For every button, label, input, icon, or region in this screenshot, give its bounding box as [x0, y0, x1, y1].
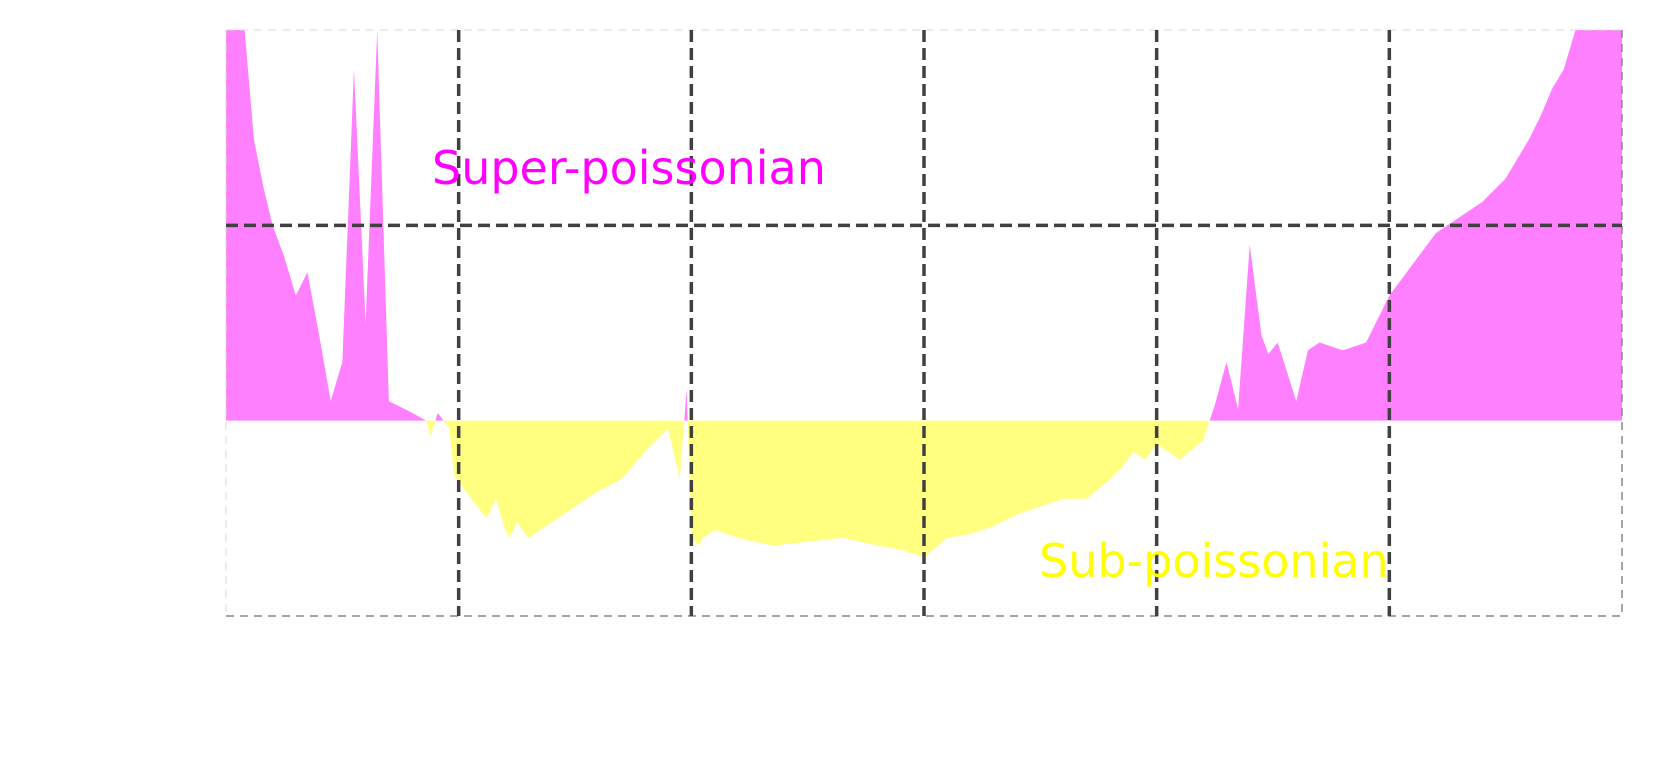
area-layer [226, 30, 1622, 558]
sub-poissonian-label: Sub-poissonian [1039, 534, 1389, 588]
grid-layer [225, 29, 1623, 617]
sub-poissonian-area [426, 420, 1210, 558]
super-poissonian-label: Super-poissonian [432, 141, 826, 195]
super-poissonian-area [226, 30, 1622, 421]
